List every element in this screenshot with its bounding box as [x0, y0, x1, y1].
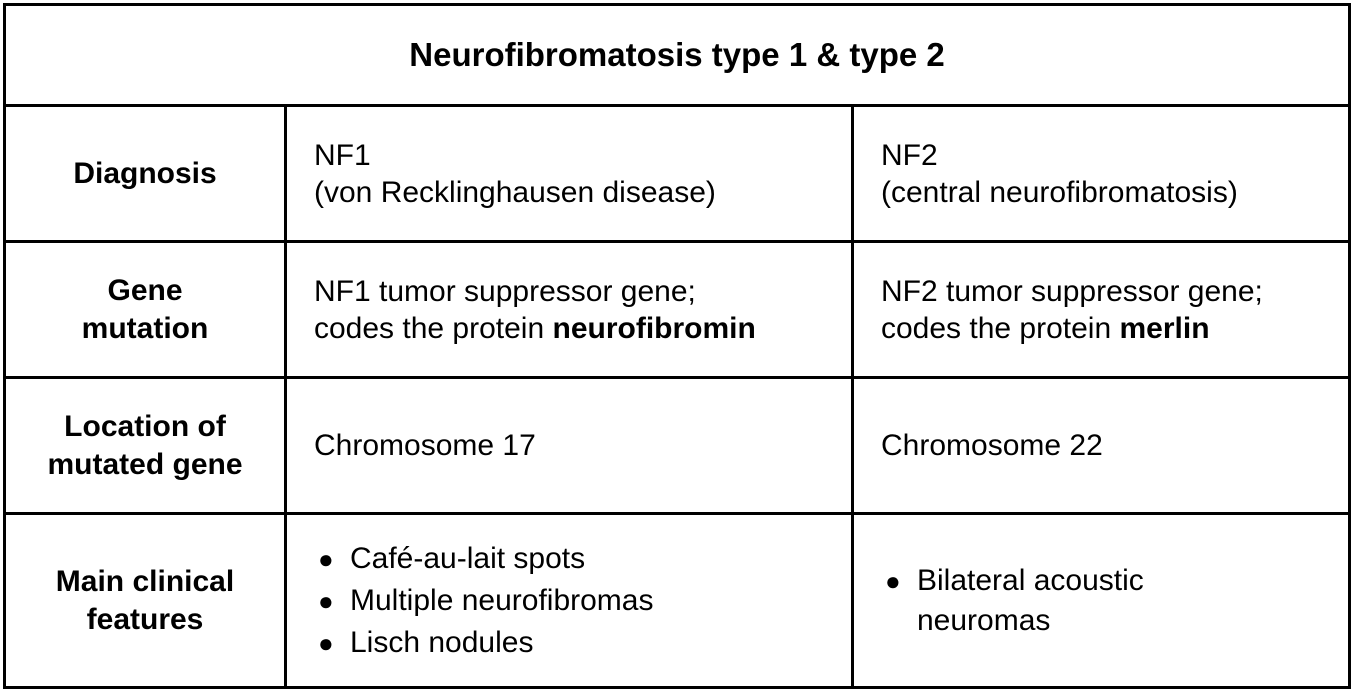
nf1-diagnosis-name: NF1: [314, 138, 371, 172]
clinical-features-row: Main clinical features ● Café-au-lait spo…: [3, 512, 1352, 689]
nf2-diagnosis-alias: (central neurofibromatosis): [881, 175, 1238, 209]
location-header-line2: mutated gene: [47, 447, 243, 481]
diagnosis-header: Diagnosis: [3, 104, 287, 243]
gene-mutation-header-line1: Gene: [107, 273, 183, 307]
nf2-diagnosis-cell: NF2 (central neurofibromatosis): [850, 104, 1352, 243]
feature-text-line2: neuromas: [917, 603, 1051, 637]
nf1-clinical-cell: ● Café-au-lait spots ● Multiple neurofibro…: [284, 512, 854, 689]
diagnosis-row: Diagnosis NF1 (von Recklinghausen diseas…: [3, 104, 1352, 243]
feature-text: Café-au-lait spots: [350, 541, 586, 575]
nf1-diagnosis-alias: (von Recklinghausen disease): [314, 175, 716, 209]
neurofibromatosis-table: Neurofibromatosis type 1 & type 2 Diagno…: [2, 3, 1352, 689]
clinical-features-header: Main clinical features: [3, 512, 287, 689]
bullet-icon: ●: [885, 565, 901, 596]
nf1-features-list: ● Café-au-lait spots ● Multiple neurofibro…: [314, 538, 851, 664]
nf2-gene-cell: NF2 tumor suppressor gene; codes the pro…: [850, 240, 1352, 379]
gene-mutation-row: Gene mutation NF1 tumor suppressor gene;…: [3, 240, 1352, 379]
nf1-protein-name: neurofibromin: [552, 311, 756, 345]
nf2-diagnosis-name: NF2: [881, 138, 938, 172]
nf2-location-cell: Chromosome 22: [850, 376, 1352, 515]
nf2-clinical-cell: ● Bilateral acoustic neuromas: [850, 512, 1352, 689]
nf2-protein-line: codes the protein merlin: [881, 310, 1348, 347]
gene-mutation-header-line2: mutation: [81, 311, 209, 345]
clinical-header-line2: features: [86, 602, 204, 636]
feature-text: Lisch nodules: [350, 625, 534, 659]
nf1-protein-line: codes the protein neurofibromin: [314, 310, 851, 347]
list-item: ● Lisch nodules: [314, 622, 851, 664]
clinical-header-line1: Main clinical: [55, 564, 235, 598]
list-item: ● Bilateral acoustic neuromas: [881, 561, 1348, 641]
title-row: Neurofibromatosis type 1 & type 2: [2, 3, 1352, 107]
location-header: Location of mutated gene: [3, 376, 287, 515]
feature-text-line1: Bilateral acoustic: [917, 563, 1144, 597]
bullet-icon: ●: [318, 585, 334, 616]
list-item: ● Café-au-lait spots: [314, 538, 851, 580]
nf2-protein-prefix: codes the protein: [881, 311, 1120, 345]
bullet-icon: ●: [318, 627, 334, 658]
nf2-protein-name: merlin: [1119, 311, 1210, 345]
nf1-diagnosis-cell: NF1 (von Recklinghausen disease): [284, 104, 854, 243]
bullet-icon: ●: [318, 543, 334, 574]
nf1-protein-prefix: codes the protein: [314, 311, 553, 345]
location-header-line1: Location of: [64, 409, 226, 443]
nf2-gene-text: NF2 tumor suppressor gene;: [881, 274, 1263, 308]
nf1-location-cell: Chromosome 17: [284, 376, 854, 515]
nf1-gene-text: NF1 tumor suppressor gene;: [314, 274, 696, 308]
feature-text: Multiple neurofibromas: [350, 583, 654, 617]
gene-mutation-header: Gene mutation: [3, 240, 287, 379]
list-item: ● Multiple neurofibromas: [314, 580, 851, 622]
table-title: Neurofibromatosis type 1 & type 2: [2, 3, 1352, 107]
location-row: Location of mutated gene Chromosome 17 C…: [3, 376, 1352, 515]
nf2-features-list: ● Bilateral acoustic neuromas: [881, 561, 1348, 641]
nf1-gene-cell: NF1 tumor suppressor gene; codes the pro…: [284, 240, 854, 379]
